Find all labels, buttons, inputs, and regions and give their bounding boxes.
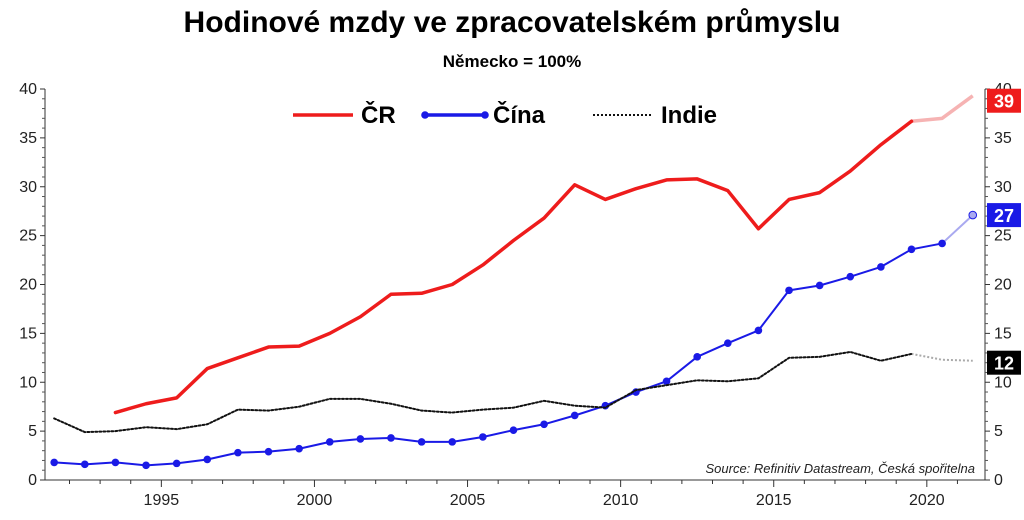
data-point [570, 411, 579, 420]
legend-label: ČR [361, 101, 396, 129]
end-label-value: 27 [994, 206, 1014, 226]
y-tick-label-right: 30 [994, 179, 1012, 196]
y-tick-label-left: 30 [19, 179, 37, 196]
end-label-box [987, 203, 1021, 228]
y-tick-label-left: 15 [19, 325, 37, 342]
end-label-box [987, 350, 1021, 375]
y-tick-label-right: 10 [994, 374, 1012, 391]
series-line [113, 119, 914, 415]
data-point [754, 326, 763, 335]
series-line [53, 242, 944, 467]
y-tick-label-right: 15 [994, 325, 1012, 342]
y-tick-label-left: 0 [28, 472, 37, 489]
series-projection-line [941, 214, 974, 245]
data-point [142, 461, 150, 470]
legend-marker [421, 111, 429, 119]
y-tick-label-left: 20 [19, 277, 37, 294]
data-point [540, 420, 548, 429]
data-point [264, 447, 273, 456]
x-tick-label: 2015 [756, 492, 792, 509]
x-tick-label: 2010 [603, 492, 639, 509]
data-point [877, 263, 885, 271]
data-point [111, 458, 120, 467]
y-tick-label-right: 35 [994, 130, 1012, 147]
data-point [325, 438, 334, 446]
data-point [785, 286, 793, 295]
end-labels: 39 27 12 [987, 88, 1021, 375]
data-point [295, 444, 303, 453]
x-tick-label: 2005 [450, 492, 486, 509]
data-point [509, 426, 518, 434]
x-tick-label: 2000 [297, 492, 333, 509]
y-tick-label-right: 5 [994, 423, 1003, 440]
y-tick-label-right: 0 [994, 472, 1003, 489]
chart-title: Hodinové mzdy ve zpracovatelském průmysl… [183, 6, 841, 39]
series-layer [50, 94, 978, 470]
data-point [448, 438, 457, 446]
y-tick-label-left: 25 [19, 228, 37, 245]
chart-subtitle: Německo = 100% [442, 52, 582, 71]
y-tick-label-left: 35 [19, 130, 37, 147]
x-tick-label: 2020 [909, 492, 945, 509]
y-tick-label-left: 40 [19, 81, 37, 98]
end-label-value: 12 [994, 354, 1014, 374]
data-point [81, 460, 89, 469]
data-point [50, 458, 58, 467]
data-point [234, 448, 242, 457]
y-tick-label-left: 10 [19, 374, 37, 391]
data-point [172, 459, 181, 468]
data-point [387, 434, 395, 442]
data-point [662, 377, 671, 386]
data-point [203, 455, 212, 464]
data-point [846, 272, 855, 281]
data-point [693, 353, 701, 361]
data-point [479, 433, 487, 441]
data-point-projected [968, 210, 978, 220]
data-point [907, 245, 916, 254]
legend-label: Čína [493, 101, 546, 129]
data-point [356, 435, 365, 443]
data-point [815, 281, 824, 290]
y-tick-label-right: 20 [994, 277, 1012, 294]
data-point [938, 239, 946, 248]
series-projection-line [911, 94, 974, 123]
y-tick-label-right: 25 [994, 228, 1012, 245]
legend-label: Indie [661, 102, 717, 129]
series-projection-line [911, 352, 973, 362]
data-point [417, 438, 426, 446]
x-tick-label: 1995 [144, 492, 180, 509]
data-point [724, 339, 732, 347]
series-line [53, 350, 913, 434]
end-label-value: 39 [994, 92, 1014, 112]
axes: 0055101015152020252530303535404019952000… [19, 81, 1012, 509]
y-tick-label-left: 5 [28, 423, 37, 440]
end-label-box [987, 88, 1021, 113]
legend-marker [481, 111, 489, 119]
legend: ČR Čína Indie [293, 101, 717, 129]
source-note: Source: Refinitiv Datastream, Česká spoř… [705, 461, 975, 476]
